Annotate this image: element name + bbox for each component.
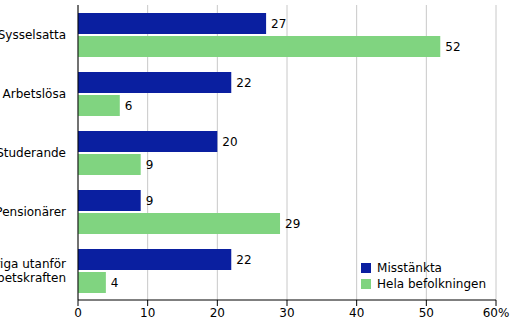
svg-text:9: 9 <box>146 194 154 208</box>
svg-text:20: 20 <box>210 306 225 320</box>
svg-text:52: 52 <box>445 40 460 54</box>
svg-text:30: 30 <box>279 306 294 320</box>
html-text:Misstänkta: Misstänkta <box>377 261 442 275</box>
svg-text:Pensionärer: Pensionärer <box>8 205 66 219</box>
svg-text:9: 9 <box>146 158 154 172</box>
svg-text:22: 22 <box>236 76 251 90</box>
svg-text:20: 20 <box>222 135 237 149</box>
svg-text:60%: 60% <box>483 306 510 320</box>
svg-text:29: 29 <box>285 217 300 231</box>
svg-text:27: 27 <box>271 17 286 31</box>
svg-text:10: 10 <box>140 306 155 320</box>
svg-text:Övriga utanförarbetskraften: Övriga utanförarbetskraften <box>8 255 66 285</box>
svg-text:Arbetslösa: Arbetslösa <box>8 87 66 101</box>
svg-text:Sysselsatta: Sysselsatta <box>8 28 66 42</box>
svg-text:6: 6 <box>125 99 133 113</box>
svg-text:4: 4 <box>111 276 119 290</box>
svg-text:40: 40 <box>349 306 364 320</box>
svg-text:Studerande: Studerande <box>8 146 66 160</box>
svg-text:22: 22 <box>236 253 251 267</box>
svg-text:0: 0 <box>74 306 82 320</box>
svg-text:50: 50 <box>419 306 434 320</box>
html-text:Hela befolkningen: Hela befolkningen <box>377 277 486 291</box>
